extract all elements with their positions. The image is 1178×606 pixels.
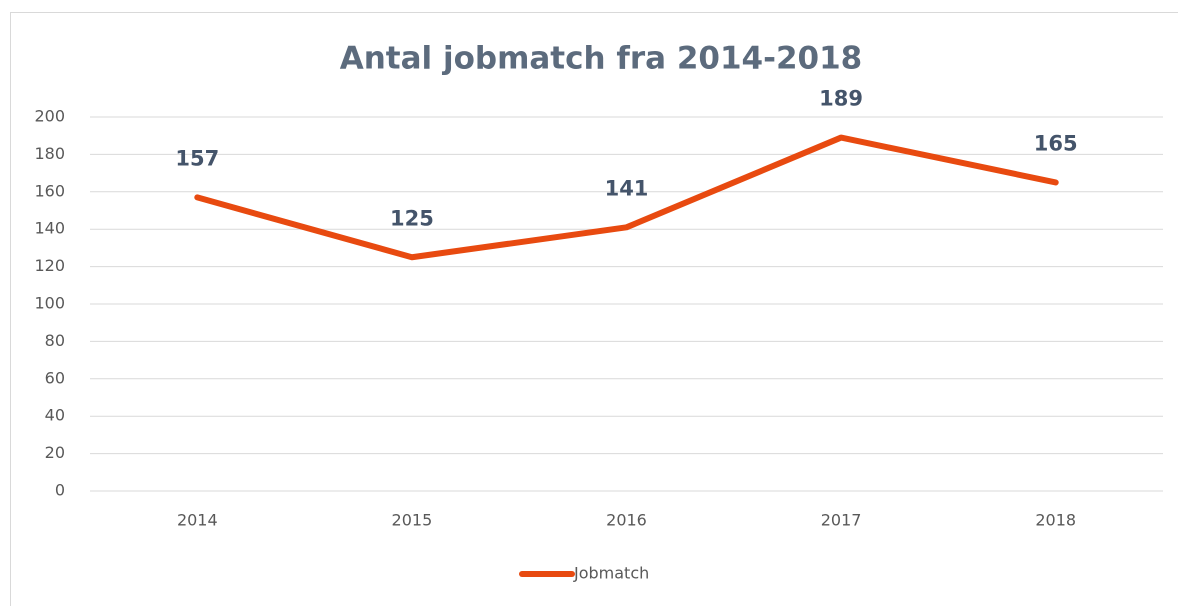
y-tick-label: 100 [34,294,65,313]
y-tick-label: 0 [55,481,65,500]
data-label: 189 [819,87,863,111]
x-tick-label: 2015 [392,511,433,530]
series-line [194,134,1059,261]
data-label: 141 [605,176,649,200]
data-label: 125 [390,206,434,230]
data-label: 157 [175,146,219,170]
y-tick-label: 40 [45,406,65,425]
x-tick-label: 2014 [177,511,218,530]
y-tick-label: 180 [34,144,65,163]
legend-label: Jobmatch [573,564,649,583]
y-tick-label: 60 [45,368,65,387]
data-label: 165 [1034,131,1078,155]
x-tick-label: 2018 [1035,511,1076,530]
y-tick-label: 160 [34,181,65,200]
y-tick-label: 120 [34,256,65,275]
chart-frame [10,12,1178,606]
y-tick-label: 20 [45,443,65,462]
x-tick-label: 2017 [821,511,862,530]
x-tick-label: 2016 [606,511,647,530]
y-tick-label: 200 [34,107,65,126]
chart-title: Antal jobmatch fra 2014-2018 [340,41,863,77]
y-tick-label: 80 [45,331,65,350]
y-tick-label: 140 [34,219,65,238]
